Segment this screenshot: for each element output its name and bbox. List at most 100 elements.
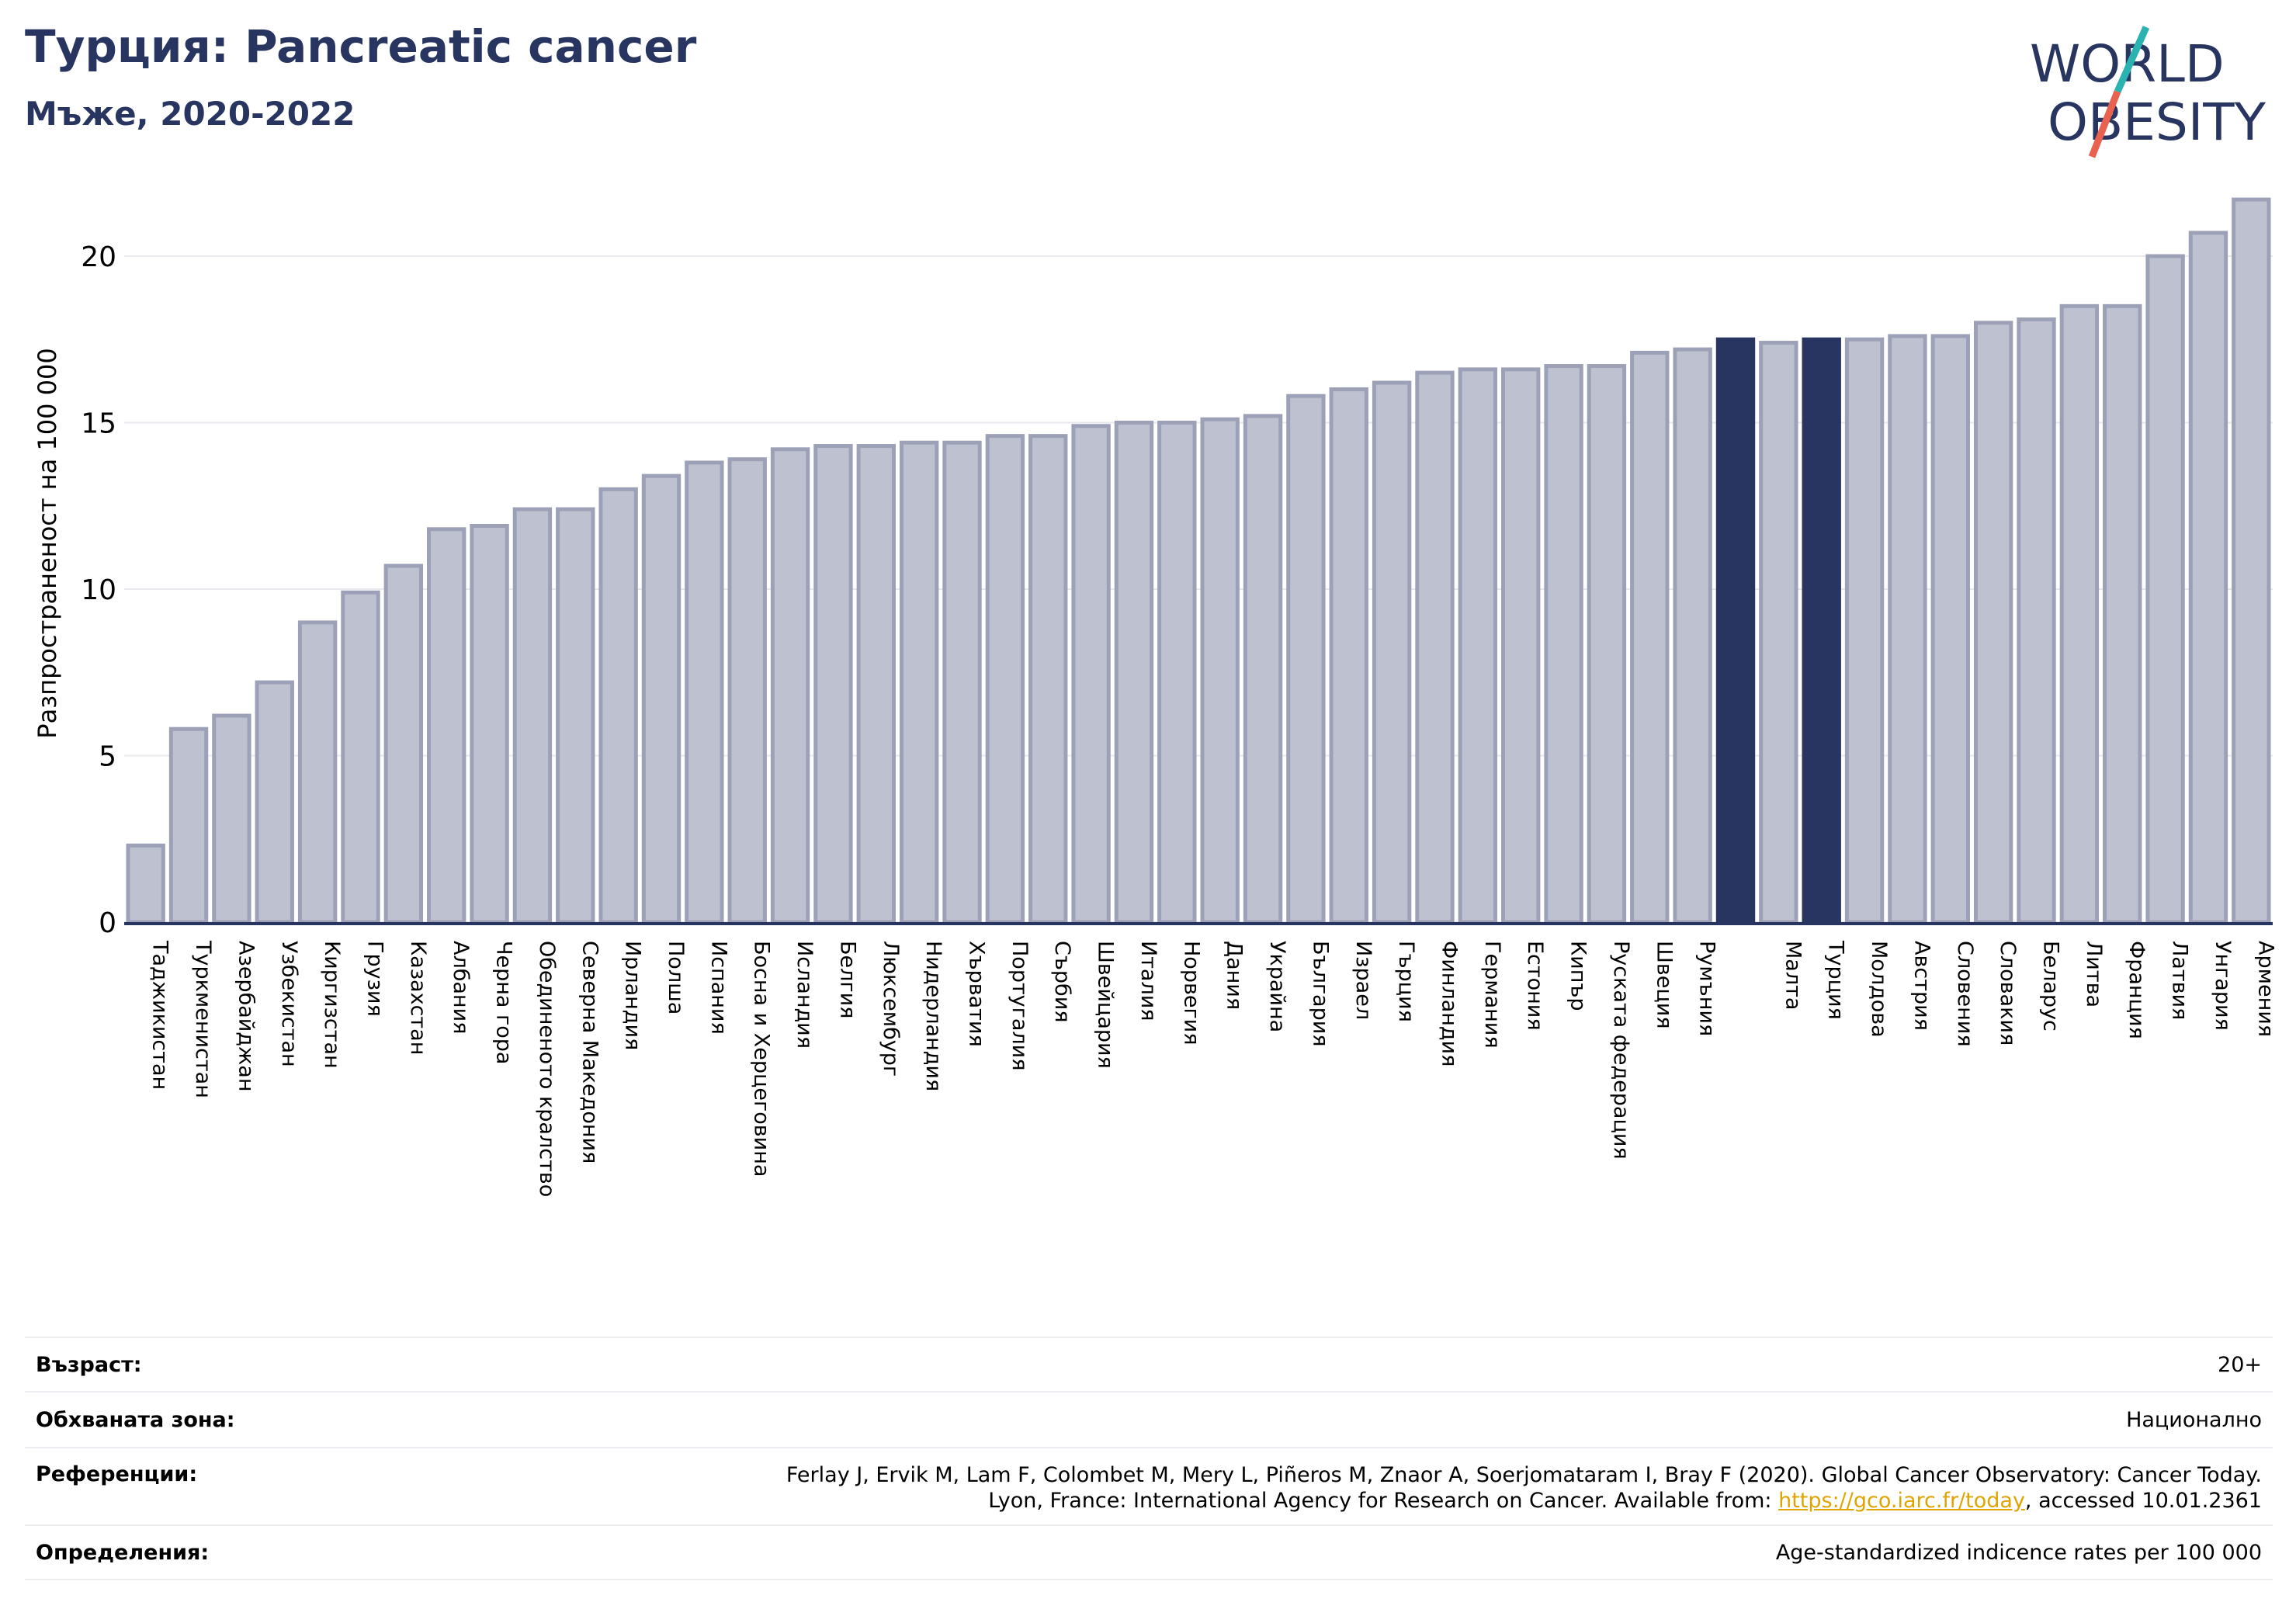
definitions-value: Age-standardized indicence rates per 100… <box>1775 1540 2262 1565</box>
bar <box>383 564 424 924</box>
x-axis-labels: Таджикистан Туркменистан Азербайджан Узбеки… <box>148 940 2278 1197</box>
reference-line2-suffix: , accessed 10.01.2361 <box>2024 1489 2262 1513</box>
x-tick-label: Израел <box>1351 941 1375 1020</box>
bar-chart: 0 5 10 15 20 Таджикистан Туркменистан Азербайд… <box>33 197 2278 1197</box>
bar <box>1114 421 1154 924</box>
bar <box>727 457 767 924</box>
bar <box>985 434 1025 924</box>
x-tick-label: Узбекистан <box>277 941 301 1067</box>
x-tick-label: Швейцария <box>1094 941 1118 1069</box>
bar <box>168 727 209 924</box>
x-tick-label: България <box>1308 941 1332 1047</box>
bar <box>1715 337 1756 924</box>
bar <box>341 590 380 924</box>
area-label: Обхваната зона: <box>36 1407 235 1432</box>
info-table: Възраст: 20+ Обхваната зона: Национално … <box>25 1337 2273 1580</box>
definitions-label: Определения: <box>36 1540 210 1565</box>
x-tick-label: Киргизстан <box>320 941 344 1069</box>
bar <box>1028 434 1068 924</box>
x-tick-label: Естония <box>1523 941 1547 1031</box>
bar <box>1286 394 1326 924</box>
references-value: Ferlay J, Ervik M, Lam F, Colombet M, Me… <box>786 1462 2262 1514</box>
x-tick-label: Украйна <box>1265 941 1289 1032</box>
x-tick-label: Казахстан <box>406 941 430 1055</box>
area-value: Национално <box>2126 1407 2262 1432</box>
bar <box>297 620 338 924</box>
x-tick-label: Хърватия <box>965 941 989 1047</box>
reference-link[interactable]: https://gco.iarc.fr/today <box>1778 1489 2025 1513</box>
x-tick-label: Азербайджан <box>234 941 258 1092</box>
bar <box>1759 341 1798 924</box>
bar <box>427 527 466 924</box>
age-value: 20+ <box>2218 1352 2262 1377</box>
x-tick-label: Руската федерация <box>1609 941 1633 1160</box>
x-tick-label: Словения <box>1953 941 1977 1047</box>
x-tick-label: Германия <box>1480 941 1504 1049</box>
bar <box>1673 347 1712 924</box>
bar <box>2145 254 2185 924</box>
y-tick-label: 10 <box>81 574 116 606</box>
x-tick-label: Испания <box>706 941 730 1035</box>
x-tick-label: Ирландия <box>621 941 645 1050</box>
x-tick-label: Литва <box>2082 941 2106 1007</box>
bar <box>1501 367 1541 924</box>
chart-subtitle: Мъже, 2020-2022 <box>25 95 355 133</box>
x-tick-label: Гърция <box>1394 941 1418 1022</box>
x-tick-label: Обединеното кралство <box>535 941 559 1197</box>
x-tick-label: Нидерландия <box>921 941 945 1091</box>
bar <box>1802 337 1841 924</box>
references-label: Референции: <box>36 1462 198 1486</box>
bar <box>470 523 509 924</box>
x-tick-label: Норвегия <box>1179 941 1203 1045</box>
age-label: Възраст: <box>36 1352 142 1377</box>
bar <box>942 440 982 924</box>
bar <box>1587 364 1627 924</box>
x-tick-label: Малта <box>1781 941 1805 1010</box>
x-tick-label: Люксембург <box>879 941 903 1077</box>
x-tick-label: Босна и Херцеговина <box>750 941 774 1177</box>
bar <box>641 473 682 924</box>
y-axis-ticks: 0 5 10 15 20 <box>81 241 116 939</box>
x-tick-label: Полша <box>664 941 688 1014</box>
y-tick-label: 5 <box>99 741 116 773</box>
bar <box>1630 350 1670 924</box>
bar <box>2017 317 2056 924</box>
x-tick-label: Кипър <box>1566 941 1590 1011</box>
bar <box>212 713 251 924</box>
reference-line2-prefix: Lyon, France: International Agency for R… <box>988 1489 1779 1513</box>
x-tick-label: Австрия <box>1909 941 1934 1031</box>
bar <box>1458 367 1498 924</box>
x-tick-label: Португалия <box>1008 941 1032 1070</box>
bar <box>1973 321 2013 924</box>
bar <box>2103 303 2142 924</box>
x-tick-label: Италия <box>1136 941 1160 1021</box>
bar <box>856 444 896 924</box>
y-tick-label: 0 <box>99 907 116 939</box>
info-row-area: Обхваната зона: Национално <box>25 1391 2273 1447</box>
x-tick-label: Молдова <box>1867 941 1891 1038</box>
bar <box>1200 417 1240 924</box>
bars <box>126 197 2271 924</box>
bar <box>556 507 595 924</box>
bar <box>2188 231 2228 924</box>
bar <box>126 843 165 924</box>
x-tick-label: Дания <box>1223 941 1247 1010</box>
x-tick-label: Северна Македония <box>577 941 602 1163</box>
x-tick-label: Исландия <box>793 941 817 1049</box>
bar <box>598 487 638 924</box>
info-row-references: Референции: Ferlay J, Ervik M, Lam F, Co… <box>25 1447 2273 1524</box>
bar <box>1930 334 1970 924</box>
x-tick-label: Белгия <box>835 941 859 1018</box>
x-tick-label: Турция <box>1824 940 1848 1020</box>
bar <box>899 440 939 924</box>
logo-stroke-teal <box>2114 26 2150 93</box>
bar <box>2232 197 2271 924</box>
bar <box>1329 387 1368 924</box>
bar <box>512 507 553 924</box>
bar <box>685 460 724 924</box>
x-tick-label: Черна гора <box>492 941 516 1064</box>
y-tick-label: 20 <box>81 241 116 273</box>
info-row-age: Възраст: 20+ <box>25 1337 2273 1391</box>
x-tick-label: Армения <box>2253 941 2277 1037</box>
x-tick-label: Словакия <box>1996 941 2020 1046</box>
